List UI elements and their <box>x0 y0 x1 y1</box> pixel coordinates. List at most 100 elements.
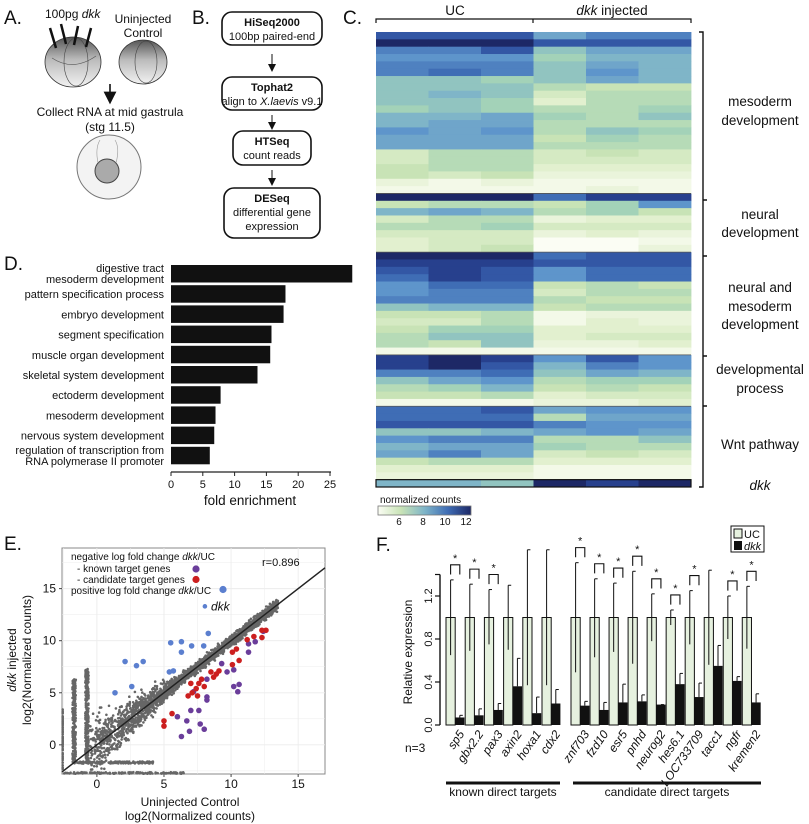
heatmap-cell <box>586 347 639 356</box>
heatmap-cell <box>376 120 429 128</box>
heatmap-group <box>376 32 692 194</box>
dkk-bar <box>751 702 761 725</box>
heatmap-cell <box>481 281 534 290</box>
heatmap-cell <box>428 134 482 143</box>
heatmap-cell <box>376 391 429 400</box>
heatmap-cell <box>638 186 692 194</box>
heatmap-cell <box>638 354 692 363</box>
heatmap-cell <box>481 325 534 334</box>
heatmap-cell <box>481 310 534 319</box>
candidate-point <box>259 634 265 641</box>
heatmap-cell <box>586 134 639 143</box>
heatmap-cell <box>376 164 429 172</box>
heatmap-cell <box>376 274 429 282</box>
row-group-label: mesoderm <box>728 94 792 109</box>
heatmap-cell <box>428 479 482 488</box>
heatmap-cell <box>481 259 534 268</box>
heatmap-cell <box>376 46 429 55</box>
step-desc-part: v9.1 <box>299 96 323 108</box>
heatmap-cell <box>638 391 692 400</box>
heatmap-cell <box>428 54 482 62</box>
heatmap-cell <box>586 325 639 334</box>
x-tick-label: 15 <box>291 777 305 791</box>
step-desc: count reads <box>243 150 301 162</box>
heatmap-cell <box>533 274 587 282</box>
heatmap-cell <box>376 420 429 429</box>
panel-c: C. UC dkk injected mesoderm development ne… <box>343 3 804 528</box>
heatmap-cell <box>481 120 534 128</box>
candidate-point <box>189 689 195 696</box>
heatmap-cell <box>533 347 587 356</box>
dkk-bar <box>637 701 647 725</box>
column-group-bracket <box>375 18 692 23</box>
heatmap-cell <box>533 149 587 158</box>
heatmap-cell <box>481 186 534 194</box>
heatmap-cell <box>481 420 534 429</box>
candidate-point <box>161 718 167 724</box>
heatmap-cell <box>481 200 534 209</box>
significance-star: * <box>616 556 621 568</box>
heatmap-cell <box>376 259 429 268</box>
heatmap-cell <box>376 112 429 121</box>
heatmap-cell <box>376 186 429 194</box>
heatmap-cell <box>428 105 482 114</box>
panel-b: B. HiSeq2000 100bp paired-end Tophat2 al… <box>192 8 323 239</box>
category-label: ectoderm development <box>52 390 164 402</box>
heatmap-cell <box>586 296 639 304</box>
heatmap-cell <box>533 340 587 348</box>
heatmap-cell <box>638 112 692 121</box>
heatmap-cell <box>586 208 639 216</box>
step-title: Tophat2 <box>251 82 293 94</box>
candidate-point <box>208 669 214 675</box>
group-label: known direct targets <box>449 785 556 799</box>
heatmap-cell <box>428 178 482 187</box>
heatmap-cell <box>376 398 429 407</box>
heatmap-cell <box>376 149 429 158</box>
significance-bracket <box>689 575 700 586</box>
heatmap-cell <box>533 230 587 238</box>
qpcr-bar-chart: 0.0 0.4 0.8 1.2 Relative expression *sp5*gbx2… <box>401 525 765 799</box>
heatmap-cell <box>481 288 534 297</box>
y-axis-title: dkk injected <box>5 628 19 691</box>
significance-bracket <box>488 573 499 585</box>
panel-d-label: D. <box>4 254 23 275</box>
heatmap-cell <box>428 457 482 466</box>
bar <box>171 265 353 283</box>
category-label: muscle organ development <box>32 350 164 362</box>
significance-star: * <box>673 583 678 595</box>
colorbar-title: normalized counts <box>380 495 461 506</box>
gene-group: *znf703*fzd10*esr5*pnhd*neurog2*hes6.1*L… <box>560 536 764 799</box>
heatmap-cell <box>376 39 429 48</box>
colorbar <box>377 505 472 516</box>
heatmap-cell <box>481 98 534 106</box>
y-axis-subtitle: log2(Normalized counts) <box>20 595 34 725</box>
colorbar-tick: 12 <box>460 517 472 528</box>
candidate-point <box>198 676 205 683</box>
heatmap-cell <box>638 164 692 172</box>
heatmap-cell <box>533 193 587 202</box>
heatmap-cell <box>428 164 482 172</box>
heatmap-cell <box>533 83 587 92</box>
heatmap-cell <box>376 98 429 106</box>
heatmap-cell <box>428 288 482 297</box>
dkk-bar <box>732 680 742 725</box>
heatmap-cell <box>376 142 429 150</box>
row-group-label: process <box>736 381 784 396</box>
panel-f-label: F. <box>376 535 391 556</box>
legend-text: /UC <box>198 552 215 563</box>
heatmap-cell <box>533 354 587 363</box>
x-tick-label: 25 <box>324 479 336 491</box>
x-tick-label: 0 <box>94 777 101 791</box>
x-tick-label: 10 <box>228 479 240 491</box>
heatmap-cell <box>376 134 429 143</box>
significance-bracket <box>594 563 605 574</box>
heatmap-cell <box>586 186 639 194</box>
heatmap-cell <box>586 435 639 444</box>
stage-text: (stg 11.5) <box>85 120 135 134</box>
row-group-label: neural <box>741 207 779 222</box>
heatmap-cell <box>586 340 639 348</box>
heatmap-cell <box>481 479 534 488</box>
heatmap-cell <box>428 208 482 216</box>
known-point <box>178 733 185 740</box>
